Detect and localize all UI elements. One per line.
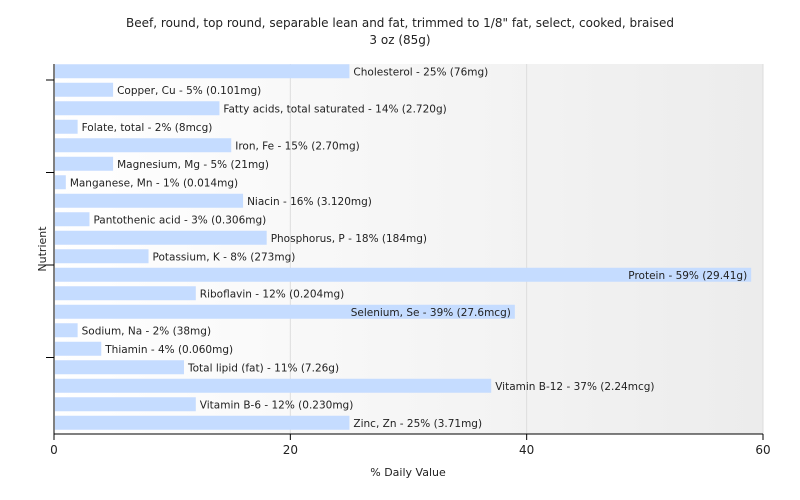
- bar-label: Sodium, Na - 2% (38mg): [82, 325, 211, 337]
- bar: [55, 249, 149, 264]
- bar: [55, 82, 114, 97]
- bar-label: Thiamin - 4% (0.060mg): [104, 344, 233, 356]
- bar: [55, 156, 114, 171]
- bar-label: Riboflavin - 12% (0.204mg): [200, 288, 344, 300]
- x-tick-label: 40: [519, 443, 534, 457]
- bar-label: Magnesium, Mg - 5% (21mg): [117, 159, 269, 171]
- bar-label: Protein - 59% (29.41g): [628, 270, 747, 282]
- bar-label: Phosphorus, P - 18% (184mg): [271, 233, 427, 245]
- bar-label: Pantothenic acid - 3% (0.306mg): [93, 214, 266, 226]
- x-tick-label: 20: [283, 443, 298, 457]
- bar: [55, 175, 66, 190]
- bar-label: Potassium, K - 8% (273mg): [153, 251, 296, 263]
- bar-label: Zinc, Zn - 25% (3.71mg): [353, 418, 482, 430]
- bar-label: Vitamin B-12 - 37% (2.24mcg): [495, 381, 654, 393]
- axes: 0 20 40 60: [46, 64, 771, 457]
- bar-label: Fatty acids, total saturated - 14% (2.72…: [223, 103, 446, 115]
- bar-label: Selenium, Se - 39% (27.6mcg): [351, 307, 511, 319]
- bar: [55, 360, 184, 375]
- bar: [55, 304, 515, 319]
- bar: [55, 64, 350, 79]
- chart-subtitle: 3 oz (85g): [369, 33, 430, 47]
- plot-area: [54, 64, 763, 434]
- bar: [55, 267, 752, 282]
- bar: [55, 397, 196, 412]
- bar-label: Niacin - 16% (3.120mg): [247, 196, 372, 208]
- bar: [55, 286, 196, 301]
- x-tick-label: 60: [755, 443, 770, 457]
- bar-label: Cholesterol - 25% (76mg): [353, 66, 488, 78]
- bar: [55, 193, 244, 208]
- bar-label: Total lipid (fat) - 11% (7.26g): [187, 362, 339, 374]
- bars: Cholesterol - 25% (76mg) Copper, Cu - 5% …: [55, 64, 752, 430]
- bar-label: Iron, Fe - 15% (2.70mg): [235, 140, 359, 152]
- bar: [55, 323, 78, 338]
- bar: [55, 341, 102, 356]
- bar: [55, 101, 220, 116]
- x-tick-label: 0: [50, 443, 58, 457]
- x-axis-title: % Daily Value: [370, 466, 446, 479]
- bar-label: Manganese, Mn - 1% (0.014mg): [70, 177, 238, 189]
- bar-label: Copper, Cu - 5% (0.101mg): [117, 85, 261, 97]
- bar: [55, 230, 267, 245]
- chart-title: Beef, round, top round, separable lean a…: [126, 16, 674, 30]
- bar: [55, 138, 232, 153]
- bar-label: Folate, total - 2% (8mcg): [82, 122, 213, 134]
- bar: [55, 378, 492, 393]
- bar-label: Vitamin B-6 - 12% (0.230mg): [200, 399, 354, 411]
- bar: [55, 415, 350, 430]
- grid-lines: [289, 64, 764, 434]
- bar: [55, 212, 90, 227]
- y-axis-title: Nutrient: [36, 226, 49, 272]
- bar: [55, 119, 78, 134]
